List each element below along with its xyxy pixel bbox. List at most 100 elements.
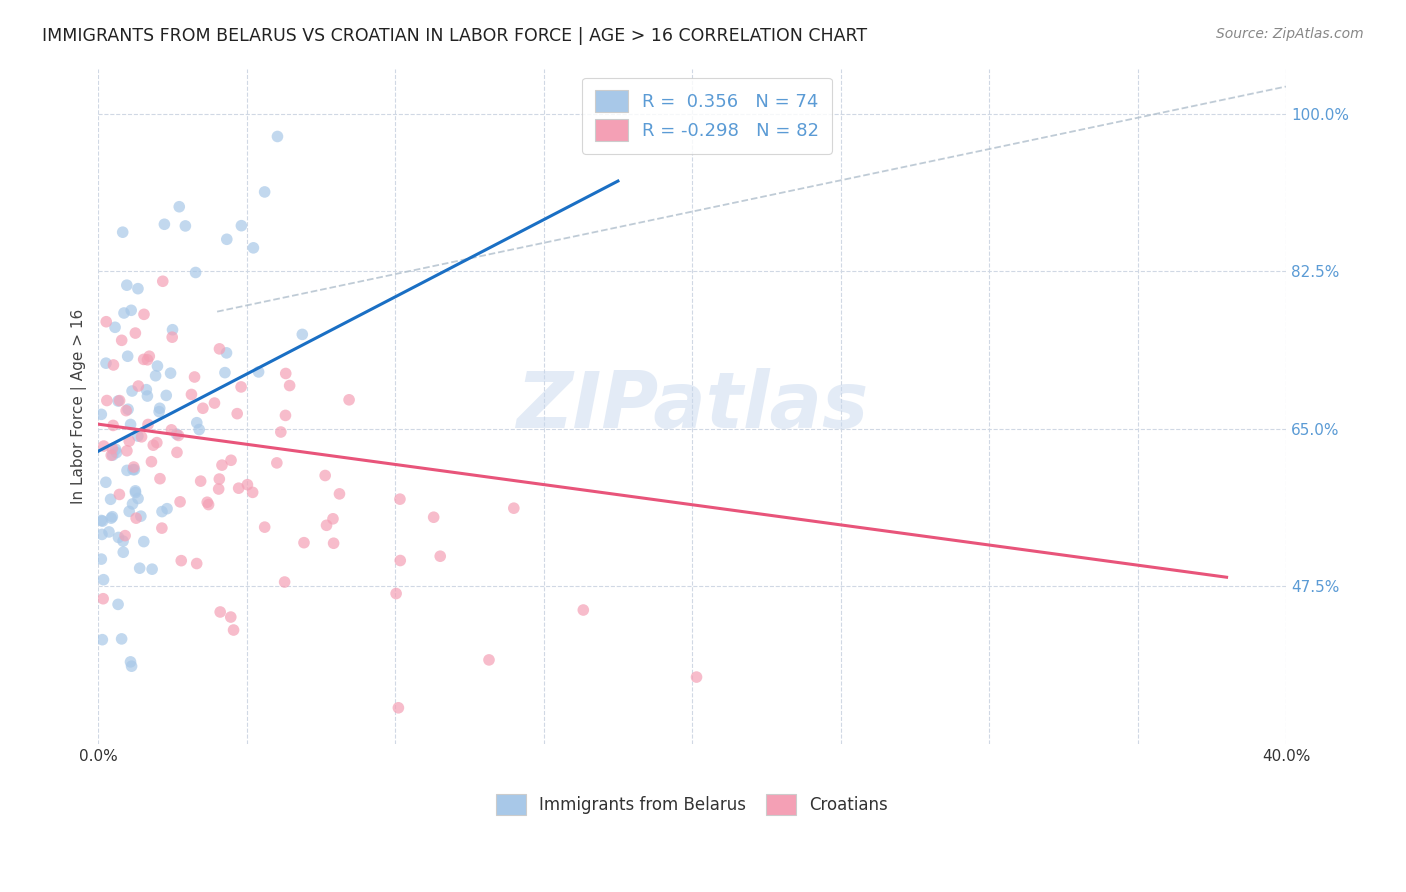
Point (132, 352, 155, 367)
Point (148, 404, 170, 418)
Point (94, 475, 117, 490)
Point (166, 427, 188, 442)
Point (572, 603, 595, 617)
Point (132, 307, 155, 321)
Point (266, 129, 288, 144)
Point (155, 388, 177, 402)
Point (219, 610, 242, 624)
Point (138, 349, 160, 363)
Point (107, 394, 129, 409)
Point (118, 504, 141, 518)
Point (111, 334, 134, 348)
Point (385, 586, 408, 600)
Point (253, 520, 276, 534)
Point (183, 370, 205, 384)
Point (274, 409, 297, 423)
Point (156, 501, 179, 516)
Point (108, 487, 131, 501)
Point (274, 367, 297, 381)
Point (231, 219, 253, 233)
Point (127, 282, 149, 296)
Point (115, 463, 138, 477)
Point (292, 535, 315, 549)
Point (115, 443, 138, 458)
Point (204, 396, 226, 410)
Point (108, 393, 131, 408)
Point (328, 487, 350, 501)
Point (388, 492, 411, 507)
Point (174, 219, 197, 233)
Point (124, 485, 146, 500)
Point (128, 561, 150, 575)
Point (186, 416, 208, 430)
Point (322, 536, 344, 550)
Point (107, 598, 129, 612)
Point (100, 448, 122, 462)
Point (127, 429, 149, 443)
Point (100, 511, 122, 525)
Point (188, 423, 211, 437)
Point (110, 632, 132, 646)
Point (146, 435, 169, 450)
Point (112, 545, 135, 559)
Point (90, 552, 112, 566)
Point (337, 392, 360, 407)
Point (120, 655, 142, 669)
Point (253, 185, 276, 199)
Point (94, 356, 117, 370)
Point (214, 366, 236, 380)
Point (125, 511, 148, 525)
Point (93, 573, 115, 587)
Point (129, 509, 152, 524)
Point (111, 225, 134, 239)
Point (229, 380, 252, 394)
Point (422, 510, 444, 524)
Point (117, 402, 139, 417)
Point (270, 425, 292, 439)
Point (242, 485, 264, 500)
Point (322, 512, 344, 526)
Point (118, 434, 141, 448)
Point (184, 265, 207, 279)
Point (127, 491, 149, 506)
Point (222, 623, 245, 637)
Point (190, 474, 212, 488)
Legend: Immigrants from Belarus, Croatians: Immigrants from Belarus, Croatians (488, 786, 897, 823)
Point (91, 514, 114, 528)
Point (159, 366, 181, 380)
Point (215, 232, 238, 246)
Point (122, 463, 145, 477)
Text: Source: ZipAtlas.com: Source: ZipAtlas.com (1216, 27, 1364, 41)
Point (136, 417, 159, 432)
Point (389, 553, 412, 567)
Point (208, 482, 231, 496)
Point (115, 403, 138, 417)
Point (124, 463, 146, 477)
Point (266, 456, 288, 470)
Point (117, 349, 139, 363)
Point (150, 521, 173, 535)
Point (136, 389, 159, 403)
Point (247, 365, 270, 379)
Point (96, 315, 118, 329)
Point (91, 632, 114, 647)
Point (387, 700, 409, 714)
Point (131, 430, 153, 444)
Point (160, 330, 183, 344)
Point (215, 346, 238, 360)
Point (150, 505, 173, 519)
Point (104, 442, 127, 457)
Point (226, 407, 249, 421)
Point (115, 278, 138, 293)
Point (273, 574, 295, 589)
Point (121, 384, 143, 398)
Point (314, 468, 336, 483)
Point (149, 472, 172, 486)
Point (211, 458, 233, 472)
Point (170, 554, 193, 568)
Point (478, 653, 501, 667)
Y-axis label: In Labor Force | Age > 16: In Labor Force | Age > 16 (72, 309, 87, 504)
Point (141, 455, 163, 469)
Point (209, 605, 232, 619)
Point (186, 557, 208, 571)
